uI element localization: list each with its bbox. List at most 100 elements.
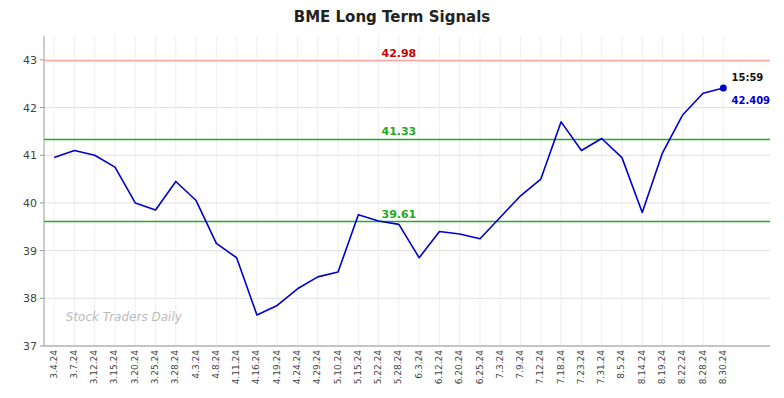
x-tick-label: 8.30.24 xyxy=(718,350,728,385)
x-tick-label: 6.20.24 xyxy=(454,350,464,385)
x-tick-label: 5.22.24 xyxy=(373,350,383,385)
grid-line-x xyxy=(378,36,379,346)
reference-label: 39.61 xyxy=(381,208,416,221)
grid-line-x xyxy=(114,36,115,346)
y-tick-label: 43 xyxy=(23,54,37,67)
x-tick-label: 3.20.24 xyxy=(130,350,140,385)
y-tick-label: 37 xyxy=(23,340,37,353)
reference-line xyxy=(44,60,770,62)
watermark: Stock Traders Daily xyxy=(66,310,183,324)
reference-label: 41.33 xyxy=(381,125,416,138)
grid-line-x xyxy=(317,36,318,346)
plot-area xyxy=(44,61,770,315)
y-tick-label: 38 xyxy=(23,292,37,305)
grid-line-x xyxy=(561,36,562,346)
grid-line-x xyxy=(540,36,541,346)
grid xyxy=(44,36,770,346)
x-tick-label: 5.10.24 xyxy=(333,350,343,385)
grid-line-x xyxy=(682,36,683,346)
x-tick-label: 4.11.24 xyxy=(231,350,241,385)
last-point xyxy=(720,85,727,92)
grid-line-x xyxy=(621,36,622,346)
grid-line-x xyxy=(601,36,602,346)
reference-line xyxy=(44,139,770,141)
y-tick-label: 39 xyxy=(23,245,37,258)
x-tick-label: 4.29.24 xyxy=(312,350,322,385)
x-tick-label: 8.22.24 xyxy=(677,350,687,385)
chart-svg: BME Long Term Signals373839404142433.4.2… xyxy=(0,0,784,398)
grid-line-x xyxy=(662,36,663,346)
x-tick-label: 3.7.24 xyxy=(69,350,79,379)
x-tick-label: 3.12.24 xyxy=(89,350,99,385)
grid-line-x xyxy=(135,36,136,346)
x-tick-label: 8.14.24 xyxy=(637,350,647,385)
x-tick-label: 7.3.24 xyxy=(495,350,505,379)
grid-line-x xyxy=(500,36,501,346)
grid-line-x xyxy=(642,36,643,346)
x-tick-label: 7.31.24 xyxy=(596,350,606,385)
grid-line-x xyxy=(439,36,440,346)
x-tick-label: 4.24.24 xyxy=(292,350,302,385)
y-tick-label: 41 xyxy=(23,149,37,162)
grid-line-x xyxy=(703,36,704,346)
last-time: 15:59 xyxy=(731,72,763,83)
y-tick xyxy=(40,202,44,203)
x-tick-label: 7.23.24 xyxy=(576,350,586,385)
x-tick-label: 4.19.24 xyxy=(272,350,282,385)
y-tick xyxy=(40,298,44,299)
grid-line-x xyxy=(723,36,724,346)
x-tick-label: 8.5.24 xyxy=(616,350,626,379)
reference-line xyxy=(44,221,770,223)
x-tick-label: 4.8.24 xyxy=(211,350,221,379)
grid-line-x xyxy=(480,36,481,346)
y-tick xyxy=(40,346,44,347)
x-tick-label: 3.4.24 xyxy=(49,350,59,379)
x-tick-label: 7.12.24 xyxy=(535,350,545,385)
grid-line-x xyxy=(398,36,399,346)
x-axis-line xyxy=(44,346,770,347)
grid-line-y xyxy=(44,346,770,347)
y-tick xyxy=(40,250,44,251)
y-tick-label: 42 xyxy=(23,102,37,115)
price-line xyxy=(54,88,723,315)
x-tick-label: 3.15.24 xyxy=(109,350,119,385)
x-tick-label: 7.9.24 xyxy=(515,350,525,379)
x-tick-label: 8.19.24 xyxy=(657,350,667,385)
grid-line-x xyxy=(277,36,278,346)
y-tick xyxy=(40,107,44,108)
grid-line-x xyxy=(358,36,359,346)
x-tick-label: 6.12.24 xyxy=(434,350,444,385)
x-tick-label: 4.16.24 xyxy=(251,350,261,385)
grid-line-x xyxy=(419,36,420,346)
reference-label: 42.98 xyxy=(381,47,416,60)
grid-line-y xyxy=(44,107,770,108)
x-tick-label: 6.3.24 xyxy=(414,350,424,379)
grid-line-y xyxy=(44,298,770,299)
y-tick-label: 40 xyxy=(23,197,37,210)
x-tick-label: 8.28.24 xyxy=(698,350,708,385)
grid-line-x xyxy=(216,36,217,346)
grid-line-x xyxy=(338,36,339,346)
grid-line-x xyxy=(459,36,460,346)
grid-line-x xyxy=(520,36,521,346)
grid-line-x xyxy=(581,36,582,346)
x-tick-label: 7.18.24 xyxy=(556,350,566,385)
x-tick-label: 4.3.24 xyxy=(191,350,201,379)
y-tick xyxy=(40,155,44,156)
x-tick-label: 3.25.24 xyxy=(150,350,160,385)
grid-line-y xyxy=(44,202,770,203)
grid-line-x xyxy=(94,36,95,346)
grid-line-x xyxy=(196,36,197,346)
grid-line-x xyxy=(54,36,55,346)
y-tick xyxy=(40,59,44,60)
grid-line-x xyxy=(74,36,75,346)
x-tick-label: 5.15.24 xyxy=(353,350,363,385)
y-axis-line xyxy=(44,36,45,346)
grid-line-y xyxy=(44,250,770,251)
grid-line-x xyxy=(236,36,237,346)
grid-line-x xyxy=(175,36,176,346)
x-tick-label: 3.28.24 xyxy=(170,350,180,385)
grid-line-x xyxy=(297,36,298,346)
grid-line-x xyxy=(155,36,156,346)
last-price: 42.409 xyxy=(731,95,770,106)
